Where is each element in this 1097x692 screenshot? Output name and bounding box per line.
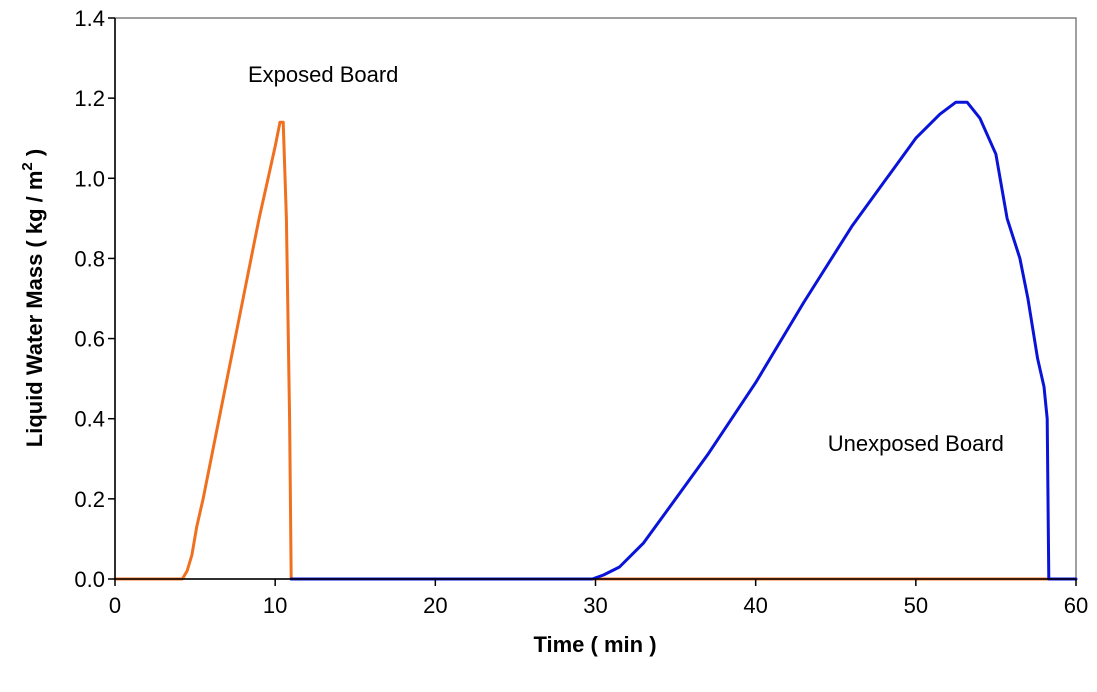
x-tick-label: 0 <box>109 593 121 618</box>
y-axis-title-main: Liquid Water Mass ( kg / m <box>22 171 47 448</box>
y-tick-label: 1.4 <box>74 6 105 31</box>
series-layer <box>113 100 1078 581</box>
annotations: Exposed Board Unexposed Board <box>248 62 1004 456</box>
y-axis-title-close: ) <box>22 149 47 162</box>
x-tick-label: 40 <box>743 593 767 618</box>
series-line-1 <box>289 100 1078 581</box>
x-tick-label: 30 <box>583 593 607 618</box>
x-tick-label: 20 <box>423 593 447 618</box>
plot-frame <box>114 17 1077 580</box>
y-tick-label: 1.2 <box>74 86 105 111</box>
x-ticks: 0 10 20 30 40 50 60 <box>109 579 1088 618</box>
x-tick-label: 10 <box>263 593 287 618</box>
y-axis-title: Liquid Water Mass ( kg / m2 ) <box>19 149 47 447</box>
x-tick-label: 50 <box>904 593 928 618</box>
series-line-0 <box>113 120 1051 581</box>
x-axis-title: Time ( min ) <box>533 632 656 657</box>
annotation-label: Exposed Board <box>248 62 398 87</box>
x-tick-label: 60 <box>1064 593 1088 618</box>
y-axis-title-superscript: 2 <box>19 162 36 170</box>
y-tick-label: 1.0 <box>74 166 105 191</box>
y-tick-label: 0.6 <box>74 327 105 352</box>
y-tick-label: 0.2 <box>74 487 105 512</box>
y-ticks: 0.0 0.2 0.4 0.6 0.8 1.0 1.2 1.4 <box>74 6 115 592</box>
annotation-label: Unexposed Board <box>828 431 1004 456</box>
y-tick-label: 0.0 <box>74 567 105 592</box>
y-tick-label: 0.8 <box>74 246 105 271</box>
y-tick-label: 0.4 <box>74 407 105 432</box>
